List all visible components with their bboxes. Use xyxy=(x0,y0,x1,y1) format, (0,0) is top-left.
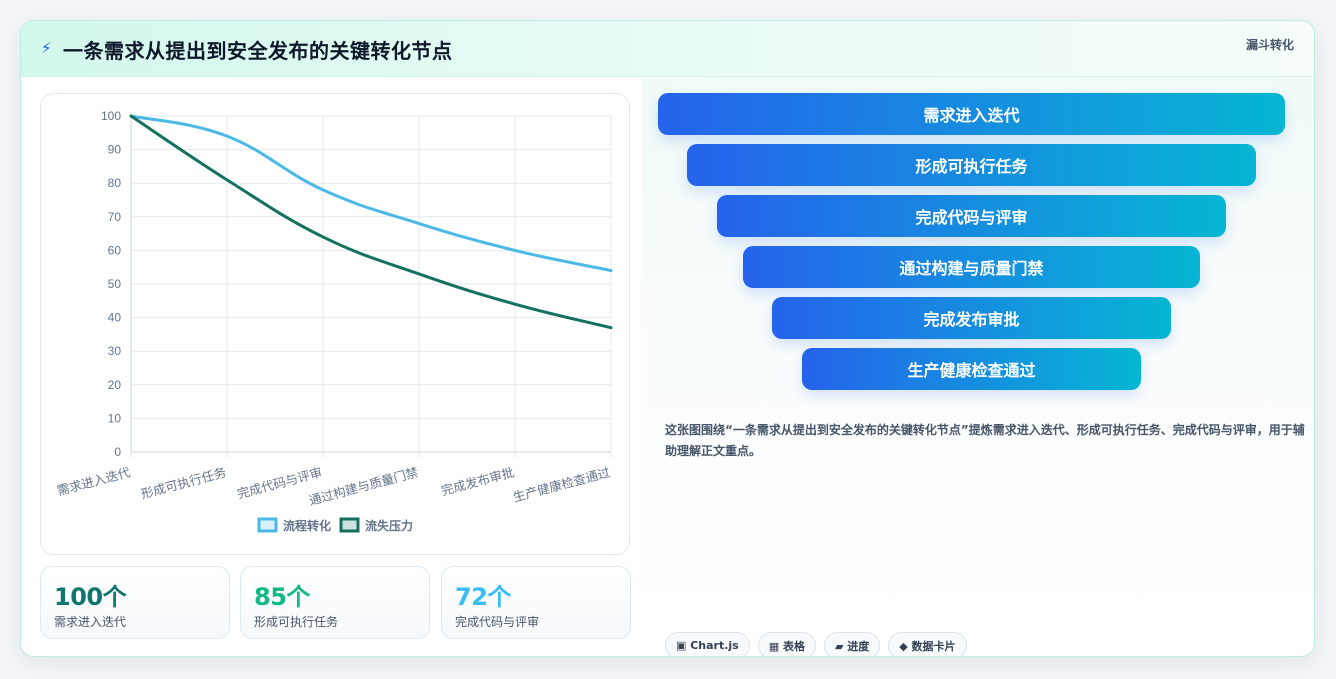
y-tick-label: 100 xyxy=(101,109,121,123)
kpi-card-3: 72个 完成代码与评审 xyxy=(441,566,631,639)
funnel-stage-5: 完成发布审批 xyxy=(772,297,1171,339)
kpi-value: 85个 xyxy=(254,583,310,611)
legend-swatch xyxy=(339,517,360,533)
card-header: ⚡ 一条需求从提出到安全发布的关键转化节点 漏斗转化 xyxy=(21,21,1314,77)
kpi-label: 需求进入迭代 xyxy=(54,615,127,629)
chart-type-tag: 漏斗转化 xyxy=(1245,38,1294,52)
kpi-card-2: 85个 形成可执行任务 xyxy=(240,566,430,639)
x-tick-label: 通过构建与质量门禁 xyxy=(307,464,420,508)
lightning-icon: ⚡ xyxy=(41,39,52,57)
kpi-value: 100个 xyxy=(54,583,127,611)
funnel-stage-4: 通过构建与质量门禁 xyxy=(743,246,1200,288)
funnel-panel: 需求进入迭代 形成可执行任务 完成代码与评审 通过构建与质量门禁 完成发布审批 … xyxy=(641,77,1314,656)
kpi-label: 形成可执行任务 xyxy=(254,615,339,629)
line-chart: 0 10 20 30 40 50 60 70 80 90 100 需求进入迭代 形成可执行任务 完成代码与… xyxy=(40,93,630,555)
legend-label: 流失压力 xyxy=(365,518,413,533)
chip-progress[interactable]: ▰ 进度 xyxy=(823,632,881,656)
y-tick-label: 0 xyxy=(114,445,121,459)
y-tick-label: 50 xyxy=(108,277,122,291)
kpi-card-1: 100个 需求进入迭代 xyxy=(40,566,230,639)
funnel-stage-3: 完成代码与评审 xyxy=(717,195,1226,237)
funnel-stage-2: 形成可执行任务 xyxy=(687,144,1256,186)
y-tick-label: 30 xyxy=(108,344,122,358)
legend-label: 流程转化 xyxy=(283,518,331,533)
y-tick-label: 20 xyxy=(108,378,122,392)
y-tick-label: 70 xyxy=(108,210,122,224)
y-tick-label: 40 xyxy=(108,311,122,325)
series-line-1 xyxy=(129,114,613,273)
chart-description: 这张图围绕“一条需求从提出到安全发布的关键转化节点”提炼需求进入迭代、形成可执行… xyxy=(665,423,1305,458)
y-tick-label: 90 xyxy=(108,143,122,157)
kpi-value: 72个 xyxy=(455,583,511,611)
x-tick-label: 形成可执行任务 xyxy=(139,464,227,501)
chip-data-card[interactable]: ◆ 数据卡片 xyxy=(888,632,967,656)
series-line-2 xyxy=(129,114,613,330)
x-tick-label: 生产健康检查通过 xyxy=(511,464,612,505)
kpi-label: 完成代码与评审 xyxy=(455,615,540,629)
page-title: 一条需求从提出到安全发布的关键转化节点 xyxy=(63,39,453,63)
tech-chips: ▣ Chart.js ▦ 表格 ▰ 进度 ◆ 数据卡片 xyxy=(665,632,967,656)
legend-swatch xyxy=(257,517,278,533)
y-tick-label: 60 xyxy=(108,243,122,257)
funnel-stage-6: 生产健康检查通过 xyxy=(802,348,1141,390)
y-tick-label: 80 xyxy=(108,176,122,190)
chip-chartjs[interactable]: ▣ Chart.js xyxy=(665,632,750,656)
funnel-stage-1: 需求进入迭代 xyxy=(658,93,1285,135)
x-tick-label: 需求进入迭代 xyxy=(55,464,132,498)
x-tick-label: 完成发布审批 xyxy=(439,464,515,498)
y-tick-label: 10 xyxy=(108,411,122,425)
report-card: ⚡ 一条需求从提出到安全发布的关键转化节点 漏斗转化 0 10 20 30 40 50 60… xyxy=(20,20,1315,657)
chip-table[interactable]: ▦ 表格 xyxy=(757,632,816,656)
